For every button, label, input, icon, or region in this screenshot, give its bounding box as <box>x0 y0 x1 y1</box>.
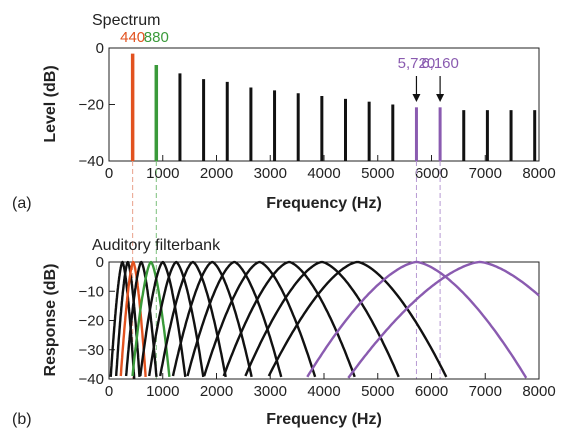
auditory-filter-curve <box>124 260 158 378</box>
x-tick-label: 7000 <box>469 383 502 400</box>
harmonic-annotation: 6,160 <box>421 55 459 72</box>
harmonic-annotation: 5,720 <box>398 55 436 72</box>
annotation-arrowhead <box>412 94 421 102</box>
harmonic-annotation: 440 <box>120 29 145 46</box>
panel-label-b: (b) <box>12 411 32 428</box>
auditory-filter-curve <box>139 260 187 378</box>
spectrum-bars <box>130 53 537 161</box>
x-tick-label: 4000 <box>307 165 340 182</box>
x-tick-label: 5000 <box>361 165 394 182</box>
x-tick-label: 3000 <box>254 383 287 400</box>
filterbank-panel: Auditory filterbank 0 1000 2000 3000 4000 500… <box>12 237 556 428</box>
filterbank-axes: 0 1000 2000 3000 4000 5000 6000 7000 8000 0 −10 −20… <box>79 254 556 400</box>
spectrum-plot-frame <box>108 47 540 162</box>
y-tick-label: −40 <box>79 153 104 170</box>
x-tick-label: 1000 <box>146 383 179 400</box>
auditory-filter-curve <box>306 260 528 379</box>
annotation-arrowhead <box>436 94 445 102</box>
y-tick-label: −40 <box>79 371 104 388</box>
y-tick-label: −20 <box>79 313 104 330</box>
y-tick-label: −20 <box>79 97 104 114</box>
auditory-filter-curve <box>347 260 540 379</box>
filterbank-plot-frame <box>108 261 540 380</box>
auditory-filter-curve <box>148 260 205 378</box>
x-tick-label: 0 <box>105 165 113 182</box>
x-tick-label: 8000 <box>522 383 555 400</box>
y-tick-label: −30 <box>79 342 104 359</box>
x-tick-label: 2000 <box>200 383 233 400</box>
x-tick-label: 6000 <box>415 165 448 182</box>
x-tick-label: 0 <box>105 383 113 400</box>
auditory-filter-curve <box>267 260 448 378</box>
filterbank-title: Auditory filterbank <box>92 237 221 254</box>
x-tick-label: 7000 <box>469 165 502 182</box>
y-tick-label: 0 <box>96 254 104 271</box>
spectrum-x-axis-label: Frequency (Hz) <box>266 195 382 212</box>
auditory-filter-curve <box>171 260 253 378</box>
x-tick-label: 6000 <box>415 383 448 400</box>
auditory-filter-curve <box>222 260 356 378</box>
x-tick-label: 2000 <box>200 165 233 182</box>
filterbank-curves <box>109 260 540 379</box>
spectrum-panel: Spectrum 0 1000 2000 3000 4000 5000 6000 7000 80… <box>12 12 556 212</box>
auditory-filter-curve <box>131 260 171 378</box>
spectrum-title: Spectrum <box>92 12 160 29</box>
x-tick-label: 4000 <box>307 383 340 400</box>
auditory-filter-curve <box>244 260 400 378</box>
frequency-guides <box>132 161 441 379</box>
x-tick-label: 5000 <box>361 383 394 400</box>
auditory-filter-curve <box>186 260 283 378</box>
y-tick-label: −10 <box>79 283 104 300</box>
auditory-filter-curve <box>115 260 141 377</box>
spectrum-y-axis-label: Level (dB) <box>42 65 59 142</box>
auditory-filter-curve <box>159 260 227 378</box>
filterbank-y-axis-label: Response (dB) <box>42 264 59 377</box>
x-tick-label: 3000 <box>254 165 287 182</box>
auditory-filter-curve <box>119 260 147 377</box>
y-tick-label: 0 <box>96 40 104 57</box>
filterbank-x-axis-label: Frequency (Hz) <box>266 411 382 428</box>
panel-label-a: (a) <box>12 195 32 212</box>
x-tick-label: 8000 <box>522 165 555 182</box>
x-tick-label: 1000 <box>146 165 179 182</box>
harmonic-annotation: 880 <box>144 29 169 46</box>
